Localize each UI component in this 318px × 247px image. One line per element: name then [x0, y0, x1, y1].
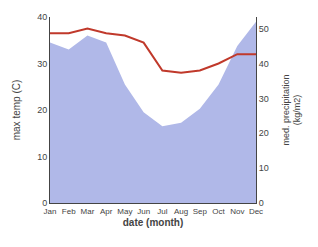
svg-text:Aug: Aug — [174, 207, 188, 216]
svg-text:Jul: Jul — [157, 207, 167, 216]
svg-text:30: 30 — [37, 59, 47, 69]
svg-text:30: 30 — [259, 94, 269, 104]
svg-text:Sep: Sep — [193, 207, 208, 216]
svg-text:Jun: Jun — [137, 207, 150, 216]
svg-text:May: May — [117, 207, 132, 216]
svg-text:date (month): date (month) — [123, 217, 184, 228]
svg-text:Feb: Feb — [62, 207, 76, 216]
svg-text:Mar: Mar — [81, 207, 95, 216]
svg-text:med. precipitation(kg/m2): med. precipitation(kg/m2) — [281, 74, 303, 145]
svg-text:Jan: Jan — [44, 207, 57, 216]
svg-text:0: 0 — [259, 198, 264, 208]
svg-text:Apr: Apr — [100, 207, 113, 216]
svg-text:40: 40 — [37, 12, 47, 22]
svg-text:0: 0 — [42, 198, 47, 208]
svg-text:40: 40 — [259, 59, 269, 69]
svg-text:Oct: Oct — [212, 207, 225, 216]
svg-text:20: 20 — [259, 128, 269, 138]
svg-text:50: 50 — [259, 24, 269, 34]
svg-text:20: 20 — [37, 105, 47, 115]
svg-text:10: 10 — [37, 152, 47, 162]
svg-text:Dec: Dec — [249, 207, 263, 216]
svg-text:max temp (C): max temp (C) — [11, 80, 22, 141]
svg-text:Nov: Nov — [230, 207, 244, 216]
svg-text:10: 10 — [259, 163, 269, 173]
